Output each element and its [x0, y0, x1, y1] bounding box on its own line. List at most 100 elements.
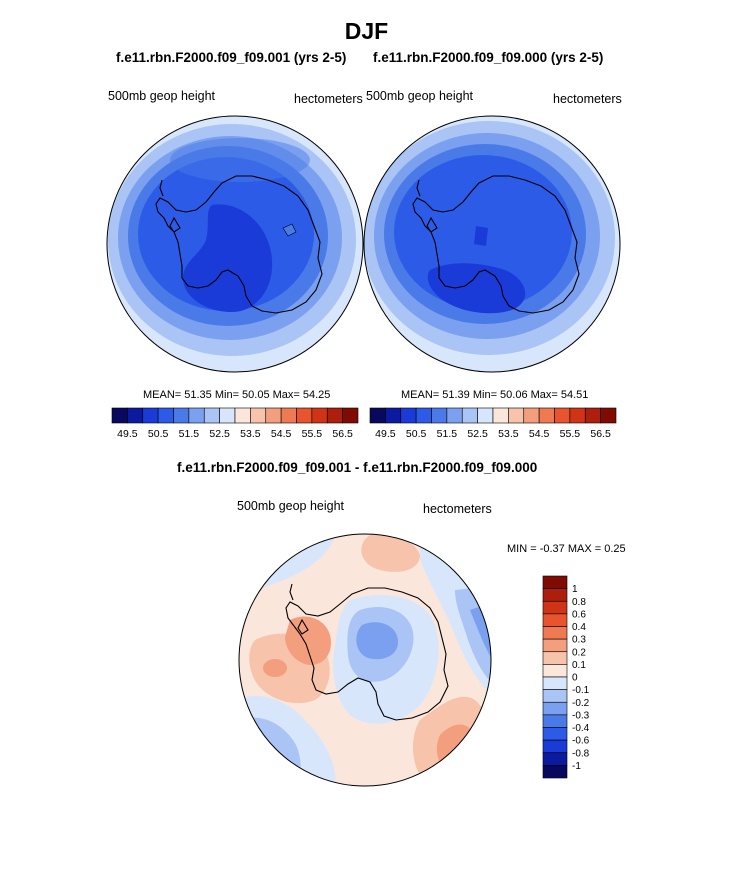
panel2-colorbar-swatch	[554, 407, 571, 424]
diff-colorbar-swatch	[542, 727, 568, 741]
panel2-colorbar-tick-label: 55.5	[560, 428, 581, 440]
diff-antarctica-coastline	[285, 583, 449, 721]
panel2-colorbar-tick-label: 54.5	[529, 428, 550, 440]
panel1-colorbar-tick-label: 55.5	[302, 428, 323, 440]
panel1-colorbar-tick-label: 49.5	[117, 428, 138, 440]
diff-colorbar-swatch	[542, 714, 568, 728]
panel2-colorbar-swatch	[415, 407, 432, 424]
panel2-colorbar-swatch	[569, 407, 586, 424]
panel1-colorbar-swatch	[127, 407, 144, 424]
diff-colorbar-swatch	[542, 689, 568, 703]
panel2-colorbar-swatch	[431, 407, 448, 424]
diff-colorbar-tick-label: 0.3	[572, 635, 586, 646]
panel2-colorbar-swatch	[508, 407, 525, 424]
panel2-colorbar: 49.5 50.5 51.5 52.5 53.5 54.5 55.5 56.5	[369, 407, 617, 440]
panel1-colorbar-swatch	[188, 407, 205, 424]
panel1-colorbar-tick-label: 50.5	[148, 428, 169, 440]
panel1-colorbar-swatch	[342, 407, 359, 424]
panel1-colorbar-swatch	[311, 407, 328, 424]
diff-colorbar-swatch	[542, 600, 568, 615]
panel2-colorbar-swatch	[369, 407, 386, 424]
panel1-colorbar-swatch	[326, 407, 343, 424]
diff-colorbar-swatch	[542, 664, 568, 678]
panel2-stats: MEAN= 51.39 Min= 50.06 Max= 54.51	[401, 389, 589, 401]
panel1-colorbar-tick-label: 52.5	[209, 428, 230, 440]
panel2-colorbar-swatch	[461, 407, 478, 424]
diff-colorbar-tick-label: -0.1	[572, 685, 590, 696]
diff-colorbar: 1 0.80.6 0.4 0.30.2 0.1 0-0.1 -0.2-0.3 -0.4 -0.6…	[542, 575, 590, 779]
panel1-colorbar-swatch	[234, 407, 251, 424]
diff-colorbar-tick-label: 0.8	[572, 597, 586, 608]
panel1-colorbar-swatch	[142, 407, 159, 424]
diff-colorbar-tick-label: 0.4	[572, 622, 586, 633]
diff-min-max: MIN = -0.37 MAX = 0.25	[507, 543, 626, 555]
diff-colorbar-swatch	[542, 613, 568, 627]
panel2-colorbar-swatch	[523, 407, 540, 424]
panel1-case-title: f.e11.rbn.F2000.f09_f09.001 (yrs 2-5)	[116, 50, 347, 65]
panel1-colorbar-swatch	[265, 407, 282, 424]
panel1-colorbar-swatch	[173, 407, 190, 424]
diff-colorbar-tick-label: -0.2	[572, 698, 590, 709]
panel2-antarctica-coastline	[412, 175, 580, 314]
diff-variable-label: 500mb geop height	[237, 499, 345, 513]
panel2-units-label: hectometers	[553, 92, 622, 106]
panel1-colorbar-swatch	[280, 407, 297, 424]
panel1-colorbar-tick-label: 51.5	[179, 428, 200, 440]
panel1-colorbar-swatch	[203, 407, 220, 424]
panel2-colorbar-swatch	[446, 407, 463, 424]
figure-title: DJF	[344, 18, 389, 44]
diff-colorbar-tick-label: 0.1	[572, 660, 586, 671]
panel2-colorbar-swatch	[538, 407, 555, 424]
diff-colorbar-swatch	[542, 739, 568, 754]
diff-colorbar-tick-label: 0.2	[572, 647, 586, 658]
diff-colorbar-tick-label: 0.6	[572, 609, 586, 620]
panel1-colorbar-swatch	[219, 407, 236, 424]
panel1-stats: MEAN= 51.35 Min= 50.05 Max= 54.25	[143, 389, 331, 401]
diff-colorbar-swatch	[542, 626, 568, 640]
panel2-case-title: f.e11.rbn.F2000.f09_f09.000 (yrs 2-5)	[373, 50, 604, 65]
panel2-colorbar-swatch	[477, 407, 494, 424]
panel2-colorbar-tick-label: 51.5	[437, 428, 458, 440]
panel1-colorbar-tick-label: 54.5	[271, 428, 292, 440]
diff-colorbar-tick-label: -1	[572, 761, 581, 772]
panel1-colorbar: 49.5 50.5 51.5 52.5 53.5 54.5 55.5 56.5	[111, 407, 359, 440]
diff-colorbar-swatch	[542, 752, 568, 766]
panel1-colorbar-swatch	[157, 407, 174, 424]
diff-colorbar-tick-label: -0.8	[572, 748, 590, 759]
panel2-colorbar-swatch	[385, 407, 402, 424]
panel2-colorbar-swatch	[400, 407, 417, 424]
diff-title: f.e11.rbn.F2000.f09_f09.001 - f.e11.rbn.…	[177, 460, 538, 475]
diff-colorbar-tick-label: -0.4	[572, 723, 590, 734]
diff-units-label: hectometers	[423, 502, 492, 516]
diff-colorbar-swatch	[542, 638, 568, 653]
diff-colorbar-tick-label: -0.3	[572, 710, 590, 721]
panel2-colorbar-swatch	[492, 407, 509, 424]
diff-colorbar-swatch	[542, 651, 568, 665]
panel1-units-label: hectometers	[294, 92, 363, 106]
panel2-colorbar-tick-label: 49.5	[375, 428, 396, 440]
diff-colorbar-swatch	[542, 575, 568, 589]
panel2-colorbar-swatch	[600, 407, 617, 424]
panel1-colorbar-swatch	[296, 407, 313, 424]
panel1-polar-map	[106, 115, 364, 373]
diff-polar-map	[238, 533, 492, 787]
panel2-polar-map	[363, 115, 621, 373]
diff-colorbar-swatch	[542, 765, 568, 779]
panel2-variable-label: 500mb geop height	[366, 89, 474, 103]
panel2-colorbar-tick-label: 53.5	[498, 428, 519, 440]
diff-colorbar-tick-label: -0.6	[572, 736, 590, 747]
diff-colorbar-swatch	[542, 588, 568, 602]
diff-colorbar-tick-label: 0	[572, 673, 578, 684]
panel2-colorbar-tick-label: 52.5	[467, 428, 488, 440]
panel1-colorbar-swatch	[111, 407, 128, 424]
diff-colorbar-swatch	[542, 701, 568, 716]
panel2-colorbar-swatch	[584, 407, 601, 424]
panel1-variable-label: 500mb geop height	[108, 89, 216, 103]
diff-colorbar-swatch	[542, 676, 568, 690]
panel1-colorbar-tick-label: 56.5	[332, 428, 353, 440]
panel2-colorbar-tick-label: 56.5	[590, 428, 611, 440]
panel1-colorbar-swatch	[250, 407, 267, 424]
panel1-colorbar-tick-label: 53.5	[240, 428, 261, 440]
